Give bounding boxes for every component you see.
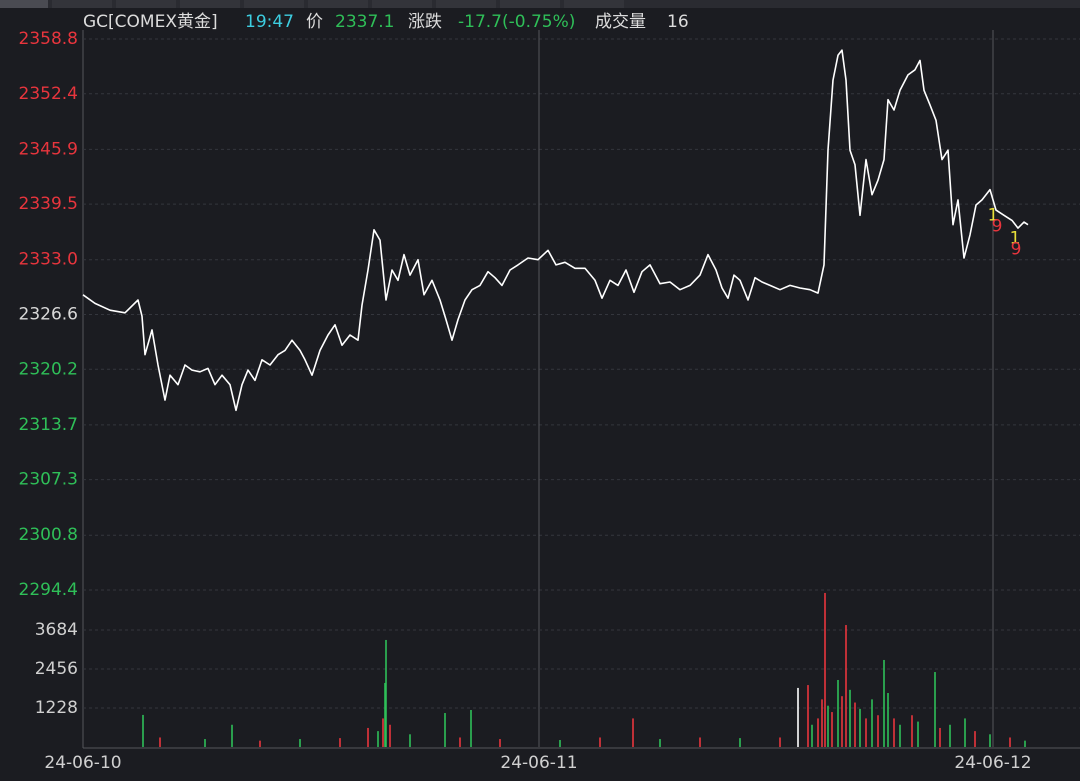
volume-bar [824,592,826,747]
y-tick-label: 2326.6 [19,305,78,325]
volume-bar [807,685,809,747]
volume-bar [739,738,741,747]
volume-bar [877,715,879,747]
volume-bar [883,659,885,747]
annotation: 1 [988,205,999,225]
y-tick-label: 2352.4 [19,84,78,104]
x-tick-label: 24-06-11 [500,753,577,773]
annotation: 9 [1011,239,1022,259]
x-tick-label: 24-06-10 [44,753,121,773]
volume-bar [849,689,851,747]
volume-bar [142,714,144,747]
volume-bar [470,709,472,747]
volume-bar [934,672,936,747]
volume-bar [821,699,823,747]
volume-bar [917,721,919,747]
volume-bar [204,739,206,747]
volume-bar [409,734,411,747]
tab[interactable] [500,0,560,8]
volume-bar [871,699,873,747]
volume-bar [499,739,501,747]
volume-bar [865,718,867,747]
volume-bar [385,639,387,747]
volume-bar [974,731,976,747]
tab[interactable] [564,0,624,8]
price-value: 2337.1 [335,12,394,32]
volume-bar [299,739,301,747]
volume-bar [377,731,379,747]
annotation: 1 [1010,228,1021,248]
volume-bar [841,696,843,747]
y-tick-label: 2339.5 [19,194,78,214]
volume-value: 16 [667,12,689,32]
volume-tick-label: 2456 [35,659,78,679]
tab[interactable] [52,0,112,8]
volume-bar [367,727,369,747]
volume-bar [854,702,856,747]
volume-bar [459,737,461,747]
x-tick-label: 24-06-12 [954,753,1031,773]
price-line [82,49,1029,412]
y-tick-label: 2333.0 [19,250,78,270]
tab[interactable] [372,0,432,8]
volume-bar [887,693,889,747]
tab[interactable] [180,0,240,8]
volume-tick-label: 1228 [35,698,78,718]
volume-bar [845,625,847,747]
volume-bar [599,737,601,747]
volume-bar [389,724,391,747]
y-tick-label: 2313.7 [19,415,78,435]
y-tick-label: 2320.2 [19,359,78,379]
price-label: 价 [306,12,323,32]
volume-bar [899,724,901,747]
volume-bar [827,705,829,747]
volume-bar [559,740,561,747]
volume-bar [939,727,941,747]
volume-bar [797,687,799,747]
quote-time: 19:47 [245,12,294,32]
tab[interactable] [244,0,304,8]
annotation: 9 [992,216,1003,236]
volume-bar [382,718,384,747]
volume-bar [632,718,634,747]
y-tick-label: 2345.9 [19,139,78,159]
volume-bar [231,724,233,747]
y-tick-label: 2307.3 [19,470,78,490]
volume-bar [1024,740,1026,747]
volume-bar [699,737,701,747]
tab[interactable] [436,0,496,8]
tab[interactable] [116,0,176,8]
volume-bar [779,737,781,747]
volume-bar [989,734,991,747]
volume-bar [339,738,341,747]
volume-bar [831,712,833,747]
volume-bar [859,708,861,747]
y-tick-label: 2358.8 [19,29,78,49]
volume-tick-label: 3684 [35,620,78,640]
y-tick-label: 2300.8 [19,525,78,545]
volume-bar [949,724,951,747]
volume-bar [259,740,261,747]
volume-bar [444,713,446,747]
volume-bar [159,737,161,747]
volume-bar [837,679,839,747]
volume-bar [659,739,661,747]
chart-title: GC[COMEX黄金] [83,12,218,32]
change-label: 涨跌 [408,12,442,32]
volume-bar [964,718,966,747]
volume-bar [1009,737,1011,747]
volume-bar [911,715,913,747]
volume-bar [893,718,895,747]
volume-bar [384,682,386,747]
tab[interactable] [0,0,48,8]
change-value: -17.7(-0.75%) [458,12,575,32]
volume-bar [811,724,813,747]
volume-label: 成交量 [595,12,646,32]
volume-bar [817,718,819,747]
tab[interactable] [308,0,368,8]
y-tick-label: 2294.4 [19,580,78,600]
